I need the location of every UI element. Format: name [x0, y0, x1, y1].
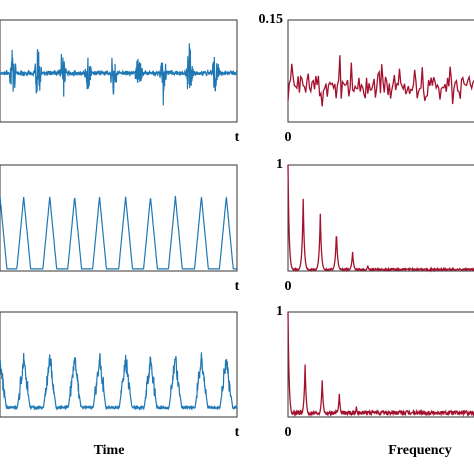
time-panel-bottom: t	[0, 311, 240, 440]
time-top-series-line	[0, 43, 238, 106]
freq-bottom-series-line	[287, 311, 474, 418]
freq-middle-series-line	[287, 164, 474, 273]
freq-bottom-frame	[287, 311, 474, 418]
freq-panel-bottom: 1 0	[276, 304, 474, 440]
freq-middle-x-start-label: 0	[285, 279, 292, 294]
time-panel-top: t	[0, 19, 240, 145]
freq-panel-top: 0.15 0	[259, 12, 474, 145]
freq-bottom-y-top-label: 1	[276, 304, 283, 319]
time-top-frame	[0, 19, 238, 123]
freq-middle-frame	[287, 164, 474, 272]
freq-top-y-top-label: 0.15	[259, 12, 284, 27]
x-axis-label-time: Time	[94, 443, 125, 458]
time-middle-series-line	[0, 195, 237, 270]
time-bottom-series-line	[0, 352, 238, 411]
time-bottom-frame	[0, 311, 238, 418]
freq-bottom-x-start-label: 0	[285, 425, 292, 440]
time-middle-frame	[0, 164, 238, 272]
freq-top-series-line	[287, 55, 474, 107]
time-middle-x-end-label: t	[235, 279, 240, 294]
freq-top-x-start-label: 0	[285, 130, 292, 145]
freq-middle-y-top-label: 1	[276, 157, 283, 172]
freq-top-frame	[287, 19, 474, 123]
freq-panel-middle: 1 0	[276, 157, 474, 294]
time-panel-middle: t	[0, 164, 240, 294]
x-axis-label-frequency: Frequency	[388, 443, 452, 458]
time-bottom-x-end-label: t	[235, 425, 240, 440]
time-top-x-end-label: t	[235, 130, 240, 145]
